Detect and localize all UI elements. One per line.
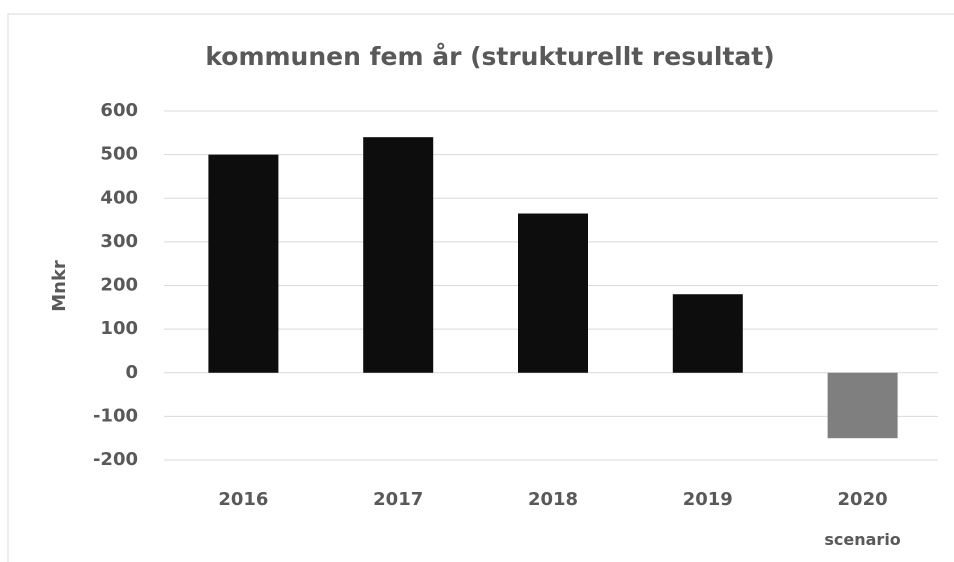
- chart-frame: [7, 13, 954, 562]
- y-tick-label: -100: [93, 405, 138, 426]
- bar: [672, 294, 743, 373]
- bar: [208, 154, 279, 373]
- y-tick-label: 500: [100, 144, 138, 165]
- chart-title: kommunen fem år (strukturellt resultat): [205, 42, 774, 71]
- y-tick-label: 300: [100, 231, 138, 252]
- y-tick-label: -200: [93, 449, 138, 470]
- y-tick-label: 400: [100, 187, 138, 208]
- x-tick-label: 2019: [683, 489, 733, 510]
- bar: [518, 213, 588, 373]
- x-tick-label: 2016: [218, 489, 268, 510]
- y-tick-label: 0: [125, 362, 138, 383]
- y-tick-label: 600: [100, 100, 138, 121]
- y-axis-label: Mnkr: [49, 260, 70, 312]
- bar: [363, 137, 434, 373]
- y-tick-label: 100: [100, 318, 138, 339]
- y-tick-label: 200: [100, 275, 138, 296]
- bar: [827, 372, 898, 439]
- x-tick-label: 2017: [373, 489, 423, 510]
- x-tick-label: 2020 scenario: [824, 489, 900, 549]
- x-tick-label: 2018: [528, 489, 578, 510]
